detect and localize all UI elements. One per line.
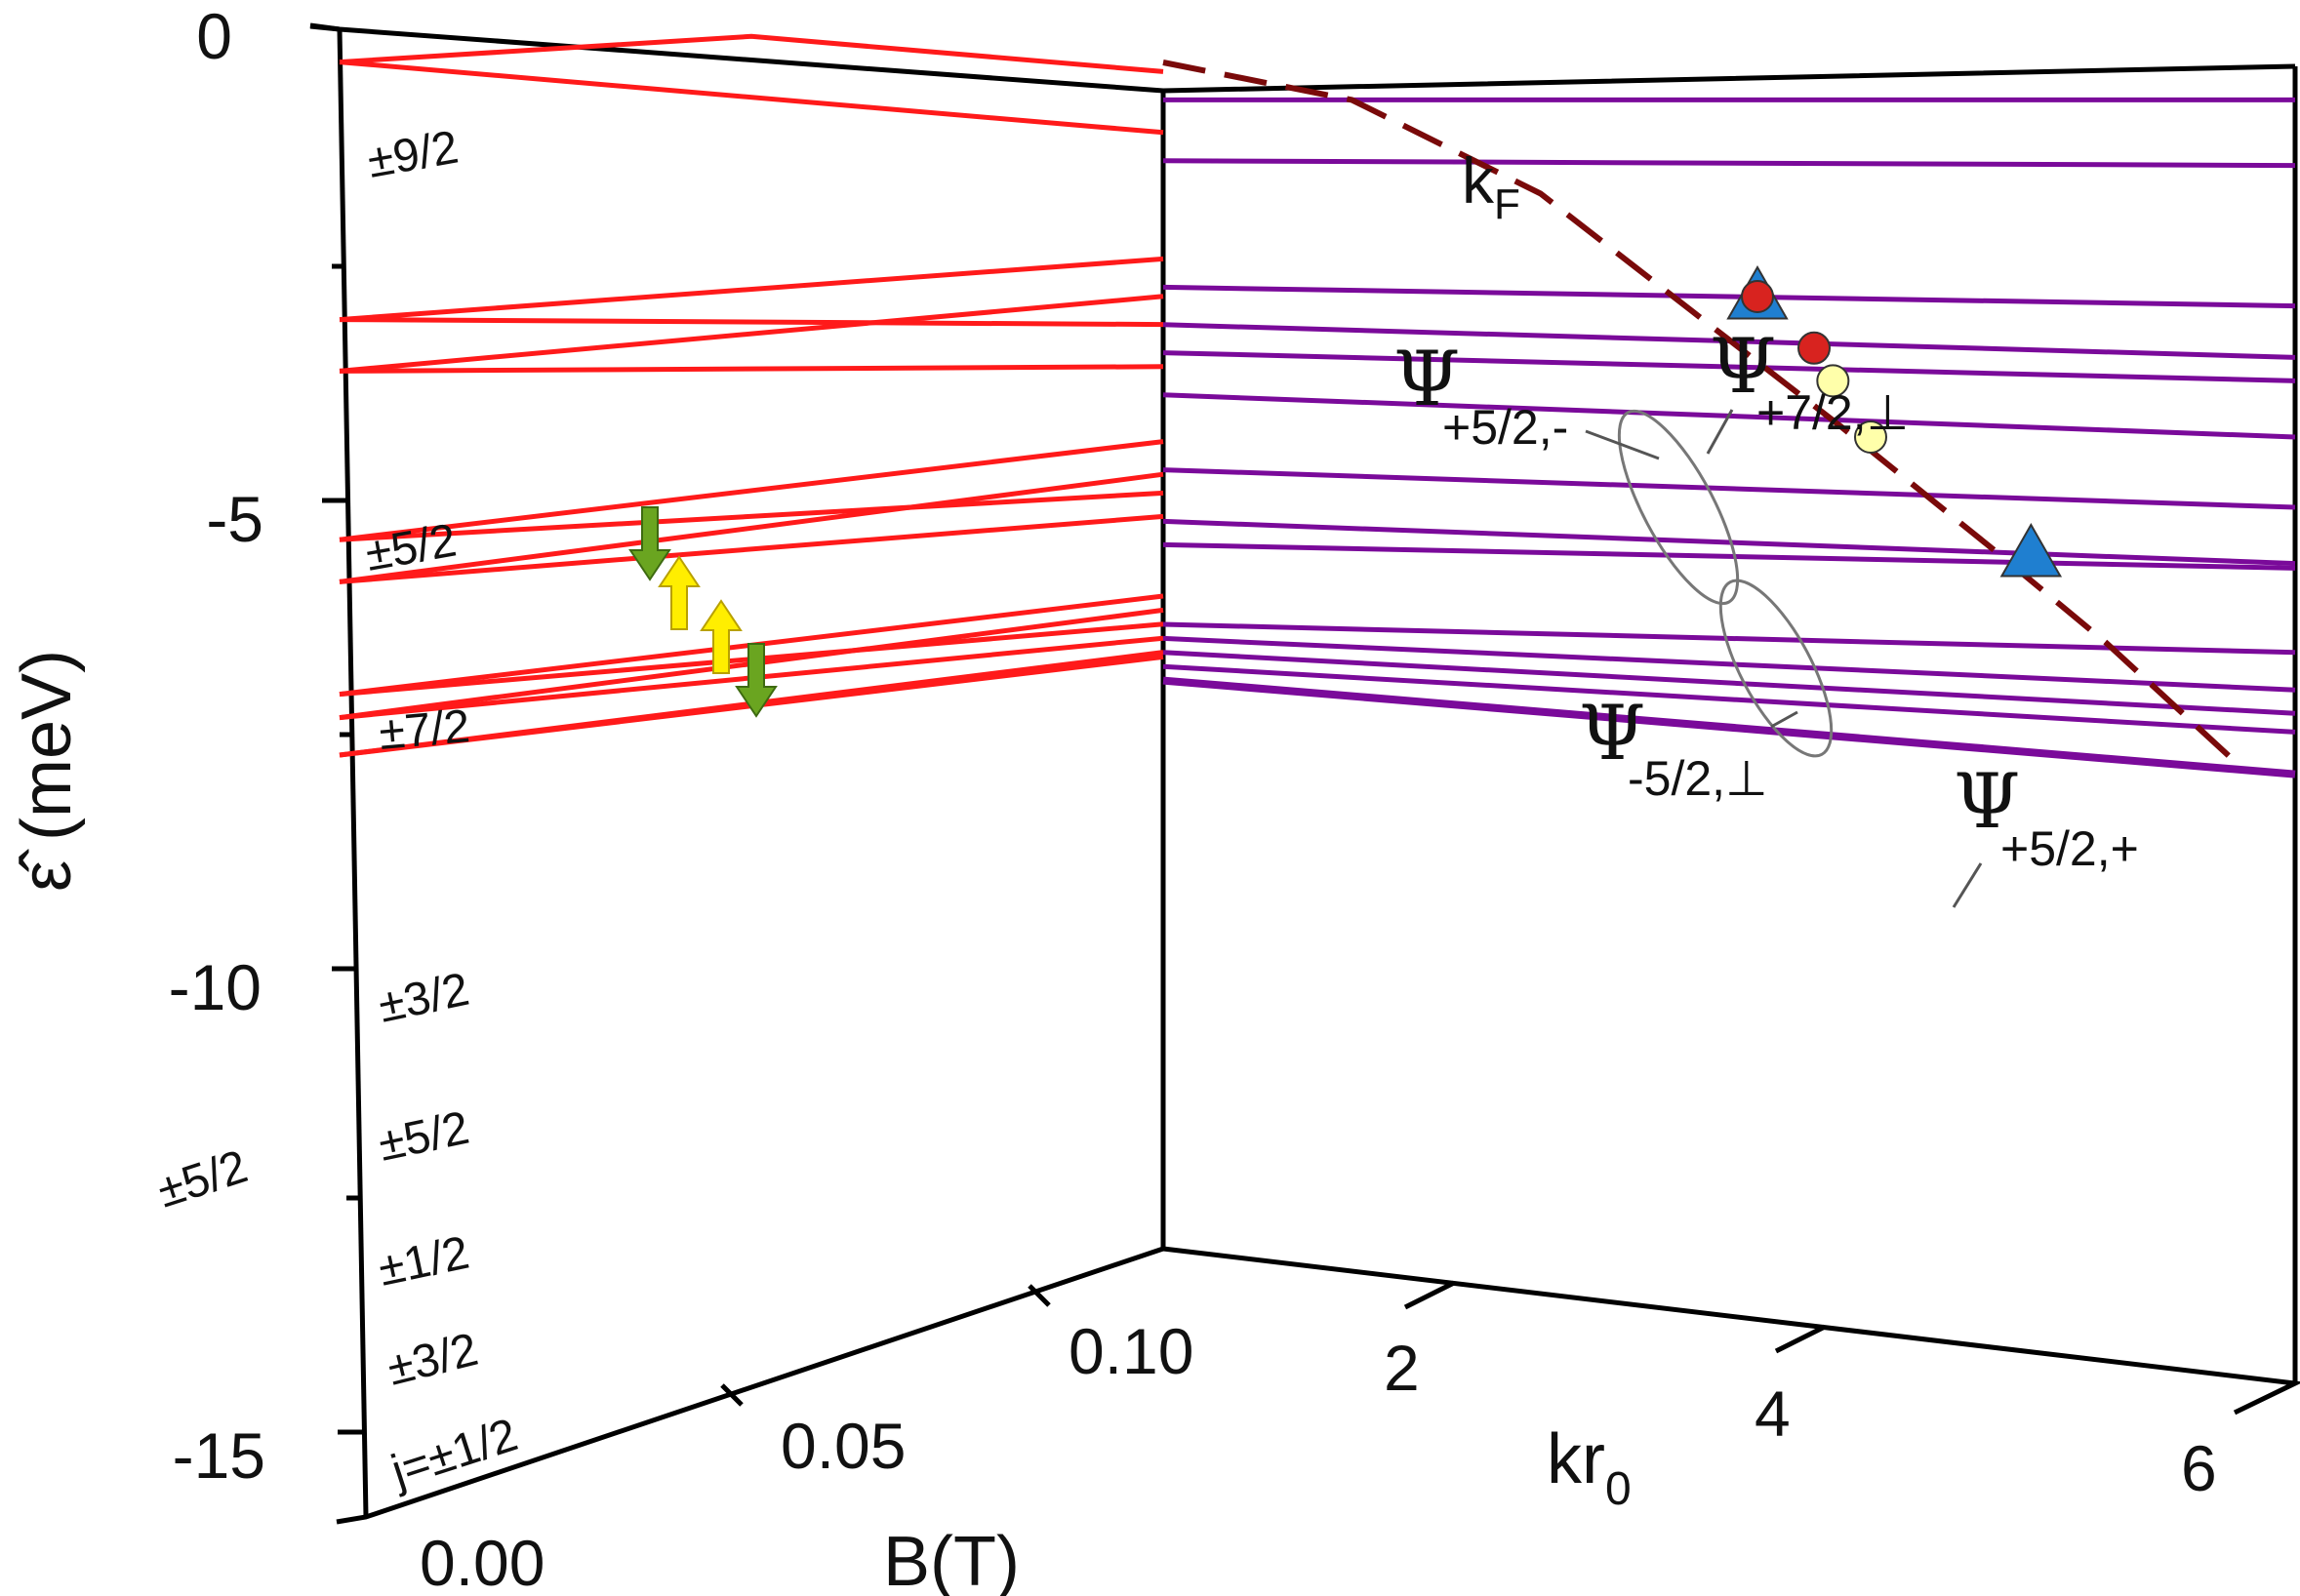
level-label-3-2: ±3/2 xyxy=(374,964,473,1033)
left-level-line-2 xyxy=(339,60,1164,136)
y-tick-label-0: 0 xyxy=(196,0,232,72)
left-level-line-8 xyxy=(339,490,1164,542)
left-level-line-6 xyxy=(339,364,1164,374)
left-panel-left-axis xyxy=(337,28,369,1518)
right-level-line-11 xyxy=(1162,635,2296,693)
kr-axis-ticks xyxy=(1403,1280,1827,1354)
psi-plus72-perp-symbol: Ψ xyxy=(1710,323,1776,411)
b-tick-label-010: 0.10 xyxy=(1069,1315,1193,1387)
y-tick-label-10: -10 xyxy=(169,951,262,1023)
psi-plus52-plus-sub: +5/2,+ xyxy=(2000,821,2139,876)
marker-4-circle xyxy=(1816,364,1850,398)
y-tick-0 xyxy=(309,23,341,32)
level-label-7-2: ±7/2 xyxy=(377,700,471,760)
fermi-label-main: k xyxy=(1462,144,1495,217)
level-label-9-2: ±9/2 xyxy=(364,121,463,187)
annotation-leaders xyxy=(1585,409,1983,908)
leader-psi-plus52-plus xyxy=(1952,862,1983,908)
level-label-3-2-b: ±3/2 xyxy=(383,1324,483,1396)
b-axis-title: B(T) xyxy=(883,1523,1020,1596)
kr-axis-title-sub: 0 xyxy=(1605,1463,1632,1515)
right-level-line-14 xyxy=(1162,676,2296,778)
markers xyxy=(1726,264,2063,578)
b-tick-label-0: 0.00 xyxy=(420,1527,545,1596)
kr-axis-title-main: kr xyxy=(1547,1420,1605,1498)
right-level-line-13 xyxy=(1162,663,2296,735)
psi-plus52-plus-symbol: Ψ xyxy=(1954,758,2020,846)
b-tick xyxy=(720,1383,744,1407)
upper-pair-ellipse xyxy=(1617,409,1740,606)
level-label-1-2: ±1/2 xyxy=(374,1227,473,1297)
spin-up-arrow-2 xyxy=(700,599,743,674)
kr-tick-label-2: 2 xyxy=(1384,1332,1420,1404)
leader-psi-minus52-perp xyxy=(1770,710,1798,729)
left-level-line-10 xyxy=(339,513,1164,584)
psi-plus52-minus-symbol: Ψ xyxy=(1393,336,1460,423)
leader-psi-plus52-minus xyxy=(1585,429,1660,460)
b-field-axis xyxy=(336,1246,1164,1525)
spin-down-arrow-2 xyxy=(735,643,778,718)
psi-minus52-perp: Ψ -5/2,⊥ xyxy=(1579,690,1768,806)
leader-psi-plus72-perp xyxy=(1706,409,1734,455)
psi-plus52-minus-sub: +5/2,- xyxy=(1442,400,1568,455)
b-axis-ticks xyxy=(720,1284,1051,1407)
marker-5-circle xyxy=(1854,420,1887,454)
side-label-5-2: ±5/2 xyxy=(151,1140,254,1217)
y-tick-label-5: -5 xyxy=(206,483,263,555)
right-level-line-5 xyxy=(1162,350,2296,383)
psi-minus52-perp-sub: -5/2,⊥ xyxy=(1628,751,1768,806)
spin-arrows xyxy=(628,506,778,718)
kr-axis xyxy=(1162,1246,2300,1416)
kr-tick xyxy=(1774,1324,1827,1354)
psi-plus72-perp-sub: +7/2,⊥ xyxy=(1756,385,1909,440)
y-tick-label-15: -15 xyxy=(173,1419,265,1492)
left-level-line-5 xyxy=(339,294,1164,374)
kr-axis-title: kr0 xyxy=(1547,1420,1632,1515)
psi-minus52-perp-symbol: Ψ xyxy=(1579,690,1645,778)
left-level-line-1 xyxy=(339,33,1164,74)
psi-plus52-plus: Ψ +5/2,+ xyxy=(1954,758,2139,876)
right-level-line-10 xyxy=(1162,621,2296,656)
left-level-line-7 xyxy=(339,439,1164,542)
b-tick-label-005: 0.05 xyxy=(781,1410,906,1482)
back-top-edge xyxy=(309,22,2296,94)
fermi-label-sub: F xyxy=(1494,180,1520,228)
kr-tick-label-6: 6 xyxy=(2181,1432,2217,1504)
marker-2-circle xyxy=(1741,280,1774,313)
left-level-line-4 xyxy=(339,317,1164,328)
kr-tick-label-4: 4 xyxy=(1755,1377,1791,1450)
lower-pair-ellipse xyxy=(1718,579,1834,758)
right-level-line-12 xyxy=(1162,650,2296,716)
right-level-line-3 xyxy=(1162,284,2296,309)
spin-down-arrow-1 xyxy=(628,506,671,581)
left-level-line-9 xyxy=(339,471,1164,584)
kr-tick xyxy=(1403,1280,1456,1310)
fermi-curve xyxy=(1162,60,2241,768)
left-level-line-3 xyxy=(339,256,1164,323)
level-label-5-2-b: ±5/2 xyxy=(374,1102,473,1172)
b-tick xyxy=(1028,1284,1051,1307)
y-axis-title: ε̂ (meV) xyxy=(8,650,86,892)
y-axis-ticks xyxy=(309,23,363,1435)
spin-up-arrow-1 xyxy=(658,555,701,630)
right-level-line-8 xyxy=(1162,518,2296,567)
right-panel-lines xyxy=(1162,97,2296,778)
right-level-line-2 xyxy=(1162,158,2296,169)
marker-3-circle xyxy=(1797,331,1831,365)
fermi-label: kF xyxy=(1462,144,1520,228)
right-level-line-7 xyxy=(1162,467,2296,510)
psi-plus72-perp: Ψ +7/2,⊥ xyxy=(1710,323,1909,440)
marker-6-triangle xyxy=(1999,522,2063,578)
psi-plus52-minus: Ψ +5/2,- xyxy=(1393,336,1568,455)
right-level-line-9 xyxy=(1162,541,2296,571)
